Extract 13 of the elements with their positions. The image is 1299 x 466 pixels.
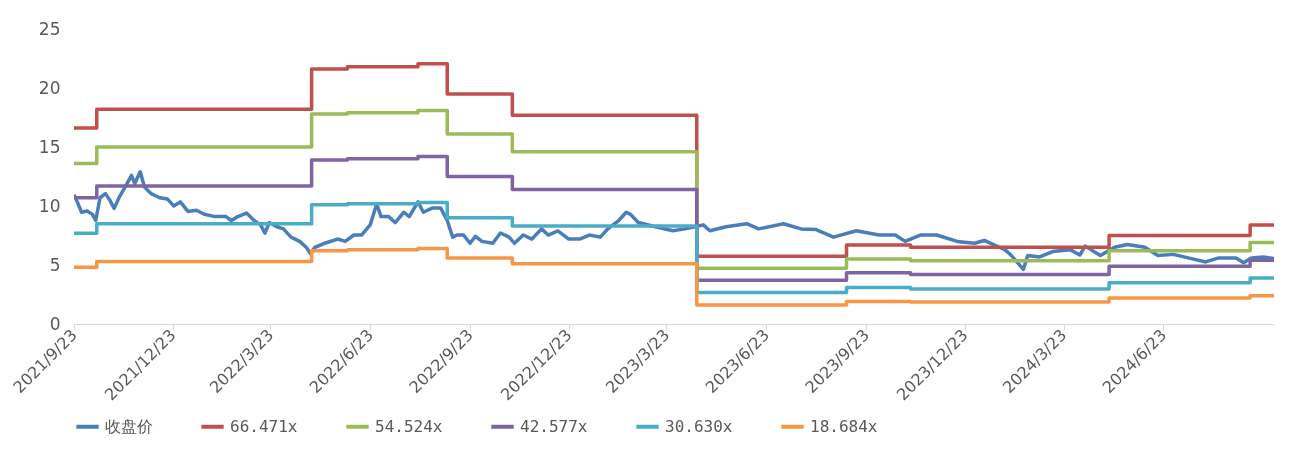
legend-label: 18.684x [810,416,878,436]
legend-label: 收盘价 [105,416,153,436]
y-tick-label: 25 [38,18,61,39]
y-tick-label: 20 [38,77,61,98]
legend-label: 54.524x [375,416,443,436]
y-tick-label: 0 [49,313,61,334]
y-tick-label: 15 [38,136,61,157]
legend-label: 30.630x [665,416,733,436]
legend-label: 66.471x [230,416,298,436]
y-tick-label: 5 [49,254,61,275]
y-tick-label: 10 [38,195,61,216]
line-series [74,170,1274,272]
legend-label: 42.577x [520,416,588,436]
